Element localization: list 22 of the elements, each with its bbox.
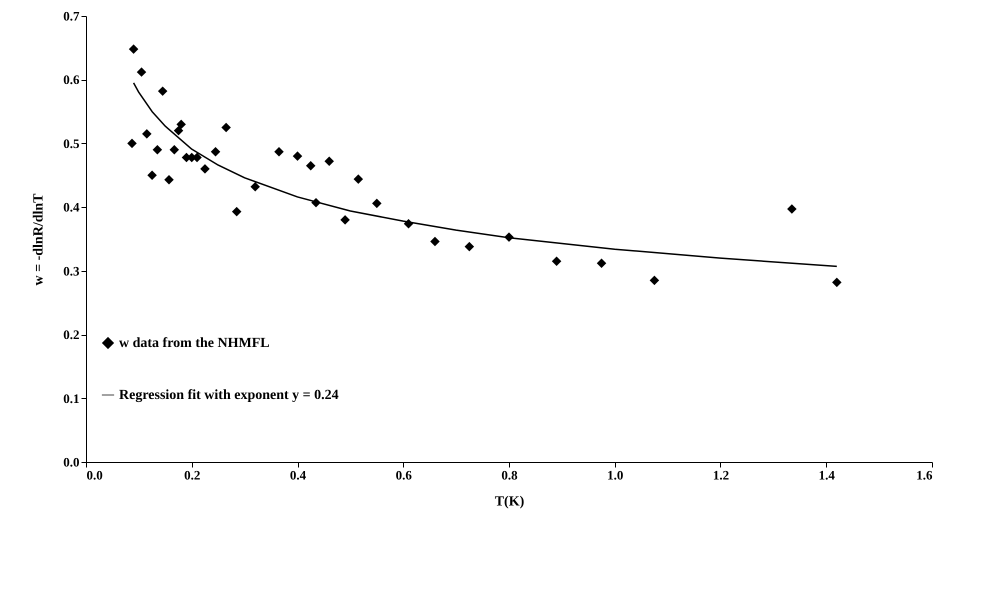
legend-label: Regression fit with exponent y = 0.24 xyxy=(119,388,339,403)
x-axis-title: T(K) xyxy=(494,494,525,510)
x-tick-label: 1.4 xyxy=(818,468,836,482)
y-tick-label: 0.7 xyxy=(63,8,80,24)
line-series xyxy=(132,82,838,268)
y-tick-label: 0.4 xyxy=(63,200,80,215)
y-tick-label: 0.0 xyxy=(63,454,80,470)
y-tick-label: 0.2 xyxy=(63,327,80,342)
legend-label: w data from the NHMFL xyxy=(119,336,270,351)
x-tick-label: 0.8 xyxy=(501,468,518,482)
x-tick-label: 0.2 xyxy=(184,468,200,482)
y-axis-title: w = -dlnR/dlnT xyxy=(31,192,46,286)
x-tick-label: 1.0 xyxy=(607,468,624,482)
x-tick-label: 1.2 xyxy=(712,468,730,482)
y-tick-label: 0.3 xyxy=(63,263,80,278)
y-tick-label: 0.6 xyxy=(63,72,80,88)
x-tick-label: 1.6 xyxy=(916,468,933,482)
y-tick-label: 0.5 xyxy=(63,136,80,151)
x-tick-label: 0.0 xyxy=(86,468,103,482)
x-tick-label: 0.4 xyxy=(290,468,307,482)
x-tick-label: 0.6 xyxy=(396,468,412,482)
y-tick-label: 0.1 xyxy=(63,390,80,406)
